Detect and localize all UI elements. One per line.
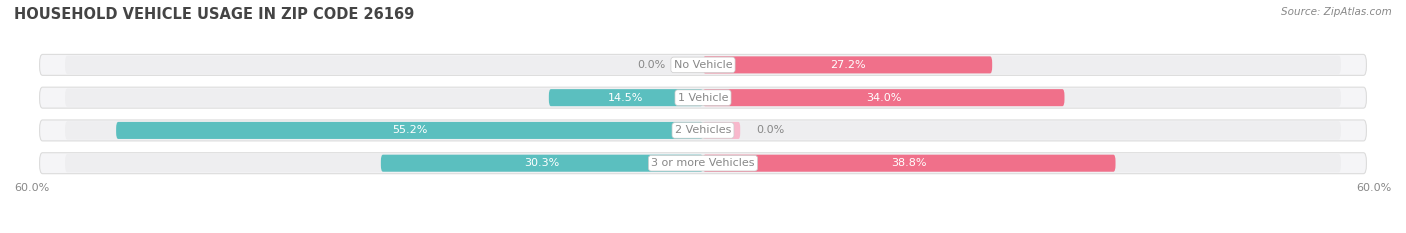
- FancyBboxPatch shape: [548, 89, 703, 106]
- FancyBboxPatch shape: [39, 87, 1367, 108]
- Text: HOUSEHOLD VEHICLE USAGE IN ZIP CODE 26169: HOUSEHOLD VEHICLE USAGE IN ZIP CODE 2616…: [14, 7, 415, 22]
- FancyBboxPatch shape: [65, 154, 1341, 172]
- FancyBboxPatch shape: [65, 89, 1341, 107]
- FancyBboxPatch shape: [703, 122, 740, 139]
- FancyBboxPatch shape: [703, 56, 993, 73]
- Text: 2 Vehicles: 2 Vehicles: [675, 125, 731, 135]
- Text: 38.8%: 38.8%: [891, 158, 927, 168]
- FancyBboxPatch shape: [117, 122, 703, 139]
- FancyBboxPatch shape: [65, 121, 1341, 140]
- FancyBboxPatch shape: [65, 56, 1341, 74]
- Text: 1 Vehicle: 1 Vehicle: [678, 93, 728, 103]
- Text: 60.0%: 60.0%: [14, 183, 49, 193]
- FancyBboxPatch shape: [39, 120, 1367, 141]
- Text: 60.0%: 60.0%: [1357, 183, 1392, 193]
- Text: 0.0%: 0.0%: [637, 60, 666, 70]
- Text: 34.0%: 34.0%: [866, 93, 901, 103]
- Text: 30.3%: 30.3%: [524, 158, 560, 168]
- FancyBboxPatch shape: [381, 155, 703, 172]
- FancyBboxPatch shape: [39, 153, 1367, 174]
- FancyBboxPatch shape: [703, 89, 1064, 106]
- Text: Source: ZipAtlas.com: Source: ZipAtlas.com: [1281, 7, 1392, 17]
- Text: 27.2%: 27.2%: [830, 60, 866, 70]
- Text: 14.5%: 14.5%: [609, 93, 644, 103]
- Text: 3 or more Vehicles: 3 or more Vehicles: [651, 158, 755, 168]
- FancyBboxPatch shape: [703, 155, 1115, 172]
- Text: No Vehicle: No Vehicle: [673, 60, 733, 70]
- Text: 55.2%: 55.2%: [392, 125, 427, 135]
- FancyBboxPatch shape: [39, 54, 1367, 75]
- Text: 0.0%: 0.0%: [756, 125, 785, 135]
